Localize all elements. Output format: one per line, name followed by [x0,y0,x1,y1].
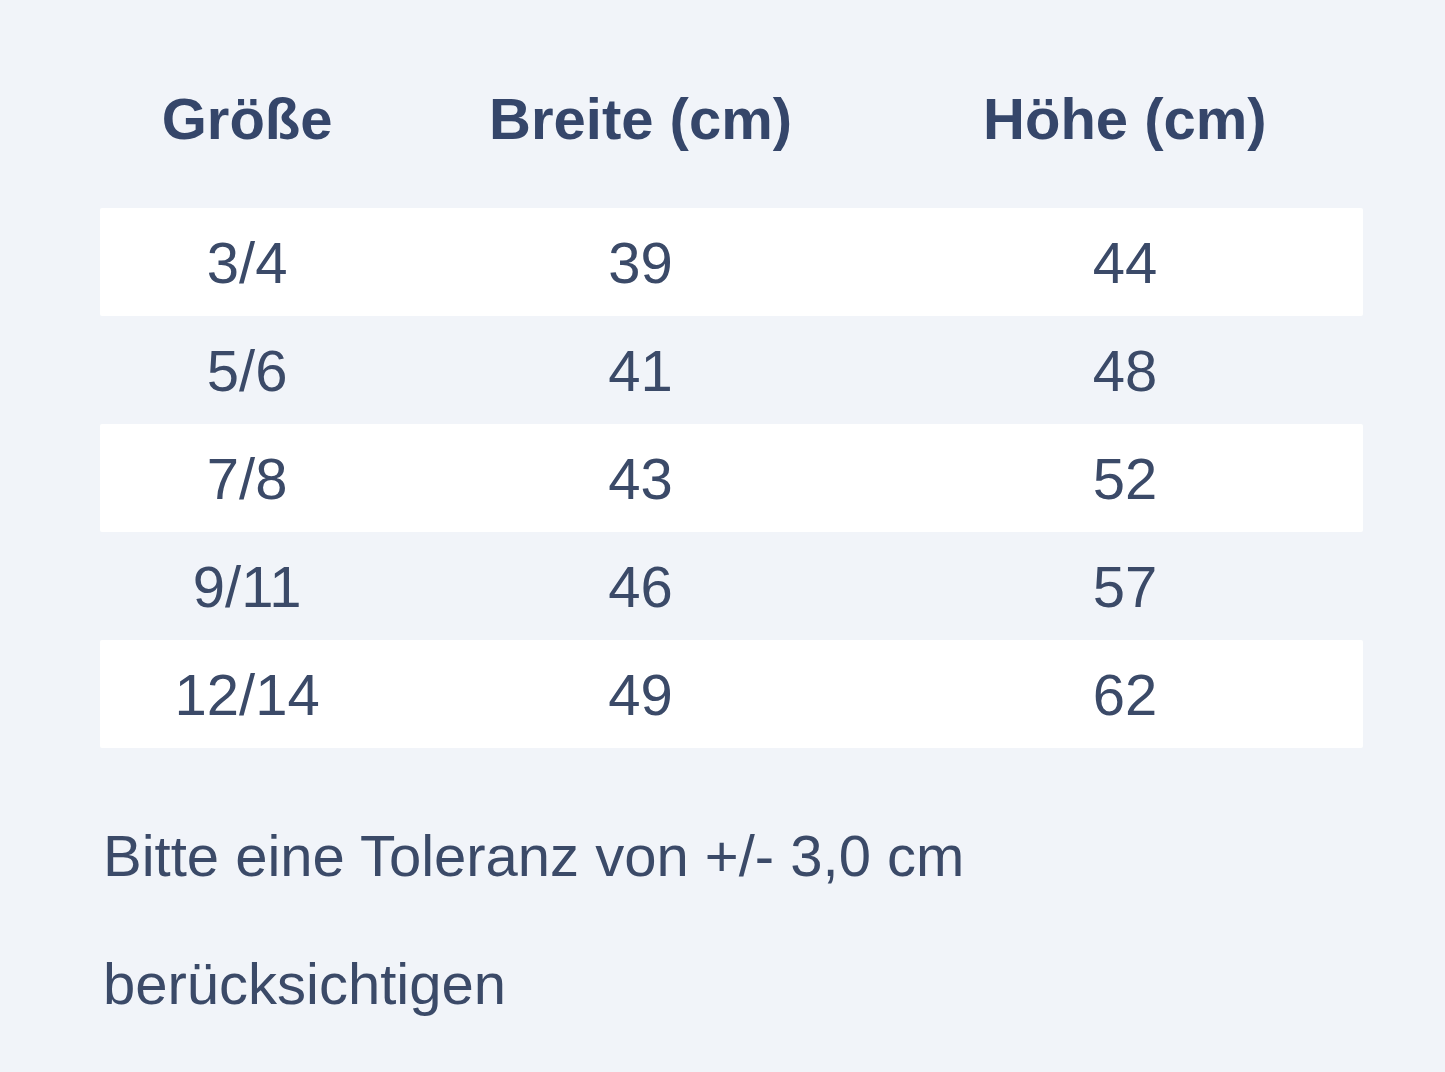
cell-size: 3/4 [100,229,394,296]
cell-height: 52 [887,445,1363,512]
column-header-height: Höhe (cm) [887,85,1363,152]
cell-height: 57 [887,553,1363,620]
table-row: 12/14 49 62 [100,640,1363,748]
cell-width: 49 [394,661,887,728]
column-header-size: Größe [100,85,394,152]
table-row: 9/11 46 57 [100,532,1363,640]
cell-width: 39 [394,229,887,296]
tolerance-note-line-1: Bitte eine Toleranz von +/- 3,0 cm [103,792,964,920]
column-header-width: Breite (cm) [394,85,887,152]
cell-size: 12/14 [100,661,394,728]
cell-height: 48 [887,337,1363,404]
cell-width: 43 [394,445,887,512]
cell-size: 7/8 [100,445,394,512]
cell-height: 62 [887,661,1363,728]
cell-size: 5/6 [100,337,394,404]
table-row: 5/6 41 48 [100,316,1363,424]
tolerance-note: Bitte eine Toleranz von +/- 3,0 cm berüc… [103,792,964,1048]
tolerance-note-line-2: berücksichtigen [103,920,964,1048]
table-row: 7/8 43 52 [100,424,1363,532]
cell-size: 9/11 [100,553,394,620]
size-chart-page: Größe Breite (cm) Höhe (cm) 3/4 39 44 5/… [0,0,1445,1072]
cell-height: 44 [887,229,1363,296]
size-table: Größe Breite (cm) Höhe (cm) 3/4 39 44 5/… [100,68,1363,748]
cell-width: 46 [394,553,887,620]
table-header-row: Größe Breite (cm) Höhe (cm) [100,68,1363,168]
table-row: 3/4 39 44 [100,208,1363,316]
cell-width: 41 [394,337,887,404]
